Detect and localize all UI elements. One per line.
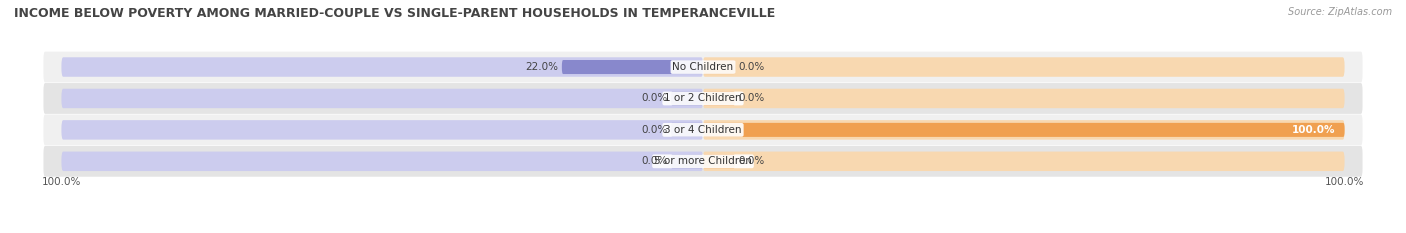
FancyBboxPatch shape [703, 60, 735, 74]
FancyBboxPatch shape [671, 91, 703, 106]
Text: Source: ZipAtlas.com: Source: ZipAtlas.com [1288, 7, 1392, 17]
FancyBboxPatch shape [703, 91, 735, 106]
Text: 22.0%: 22.0% [526, 62, 558, 72]
Text: 1 or 2 Children: 1 or 2 Children [664, 93, 742, 103]
FancyBboxPatch shape [703, 152, 1344, 171]
Text: No Children: No Children [672, 62, 734, 72]
Text: 0.0%: 0.0% [641, 93, 668, 103]
Text: 100.0%: 100.0% [1292, 125, 1334, 135]
FancyBboxPatch shape [62, 57, 703, 77]
Text: 0.0%: 0.0% [738, 156, 765, 166]
FancyBboxPatch shape [703, 120, 1344, 140]
FancyBboxPatch shape [62, 89, 703, 108]
FancyBboxPatch shape [44, 146, 1362, 177]
Text: INCOME BELOW POVERTY AMONG MARRIED-COUPLE VS SINGLE-PARENT HOUSEHOLDS IN TEMPERA: INCOME BELOW POVERTY AMONG MARRIED-COUPL… [14, 7, 775, 20]
FancyBboxPatch shape [703, 123, 1344, 137]
FancyBboxPatch shape [703, 57, 1344, 77]
FancyBboxPatch shape [671, 123, 703, 137]
Text: 0.0%: 0.0% [641, 156, 668, 166]
Text: 0.0%: 0.0% [738, 93, 765, 103]
FancyBboxPatch shape [671, 154, 703, 168]
FancyBboxPatch shape [44, 83, 1362, 114]
Text: 5 or more Children: 5 or more Children [654, 156, 752, 166]
Text: 100.0%: 100.0% [1324, 177, 1364, 187]
Text: 0.0%: 0.0% [641, 125, 668, 135]
FancyBboxPatch shape [62, 152, 703, 171]
FancyBboxPatch shape [44, 114, 1362, 145]
Text: 0.0%: 0.0% [738, 62, 765, 72]
FancyBboxPatch shape [562, 60, 703, 74]
FancyBboxPatch shape [703, 89, 1344, 108]
FancyBboxPatch shape [44, 52, 1362, 82]
Text: 3 or 4 Children: 3 or 4 Children [664, 125, 742, 135]
Text: 100.0%: 100.0% [42, 177, 82, 187]
FancyBboxPatch shape [62, 120, 703, 140]
FancyBboxPatch shape [703, 154, 735, 168]
